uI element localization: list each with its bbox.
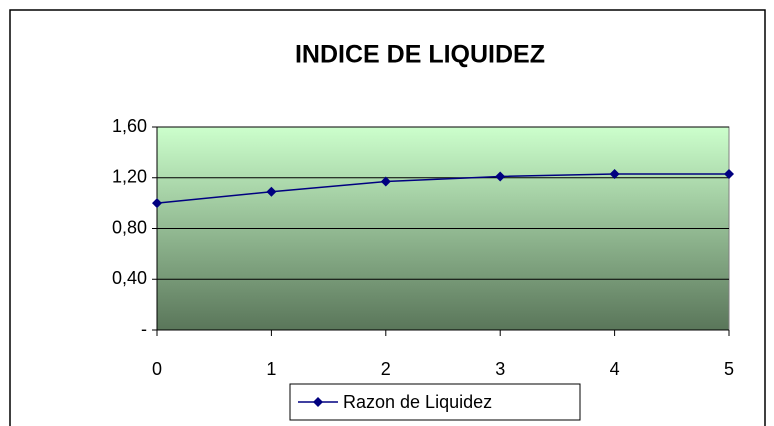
x-tick-label: 5 <box>724 359 734 379</box>
y-tick-label: - <box>141 319 147 339</box>
x-tick-label: 4 <box>610 359 620 379</box>
legend-marker <box>313 397 323 407</box>
y-tick-label: 1,20 <box>112 167 147 187</box>
legend-box <box>289 383 581 421</box>
legend-label: Razon de Liquidez <box>343 392 492 412</box>
y-tick-label: 0,40 <box>112 268 147 288</box>
x-tick-label: 0 <box>152 359 162 379</box>
data-point <box>495 171 506 182</box>
y-tick-label: 0,80 <box>112 217 147 237</box>
x-tick-label: 3 <box>495 359 505 379</box>
chart-title: INDICE DE LIQUIDEZ <box>295 41 545 69</box>
data-point <box>724 168 734 179</box>
data-point <box>609 168 620 179</box>
y-tick-label: 1,60 <box>112 116 147 136</box>
data-point <box>152 198 162 209</box>
x-tick-label: 1 <box>266 359 276 379</box>
x-tick-label: 2 <box>381 359 391 379</box>
legend <box>289 383 581 421</box>
data-point <box>380 176 391 187</box>
data-point <box>266 186 277 197</box>
series-line <box>156 173 729 204</box>
